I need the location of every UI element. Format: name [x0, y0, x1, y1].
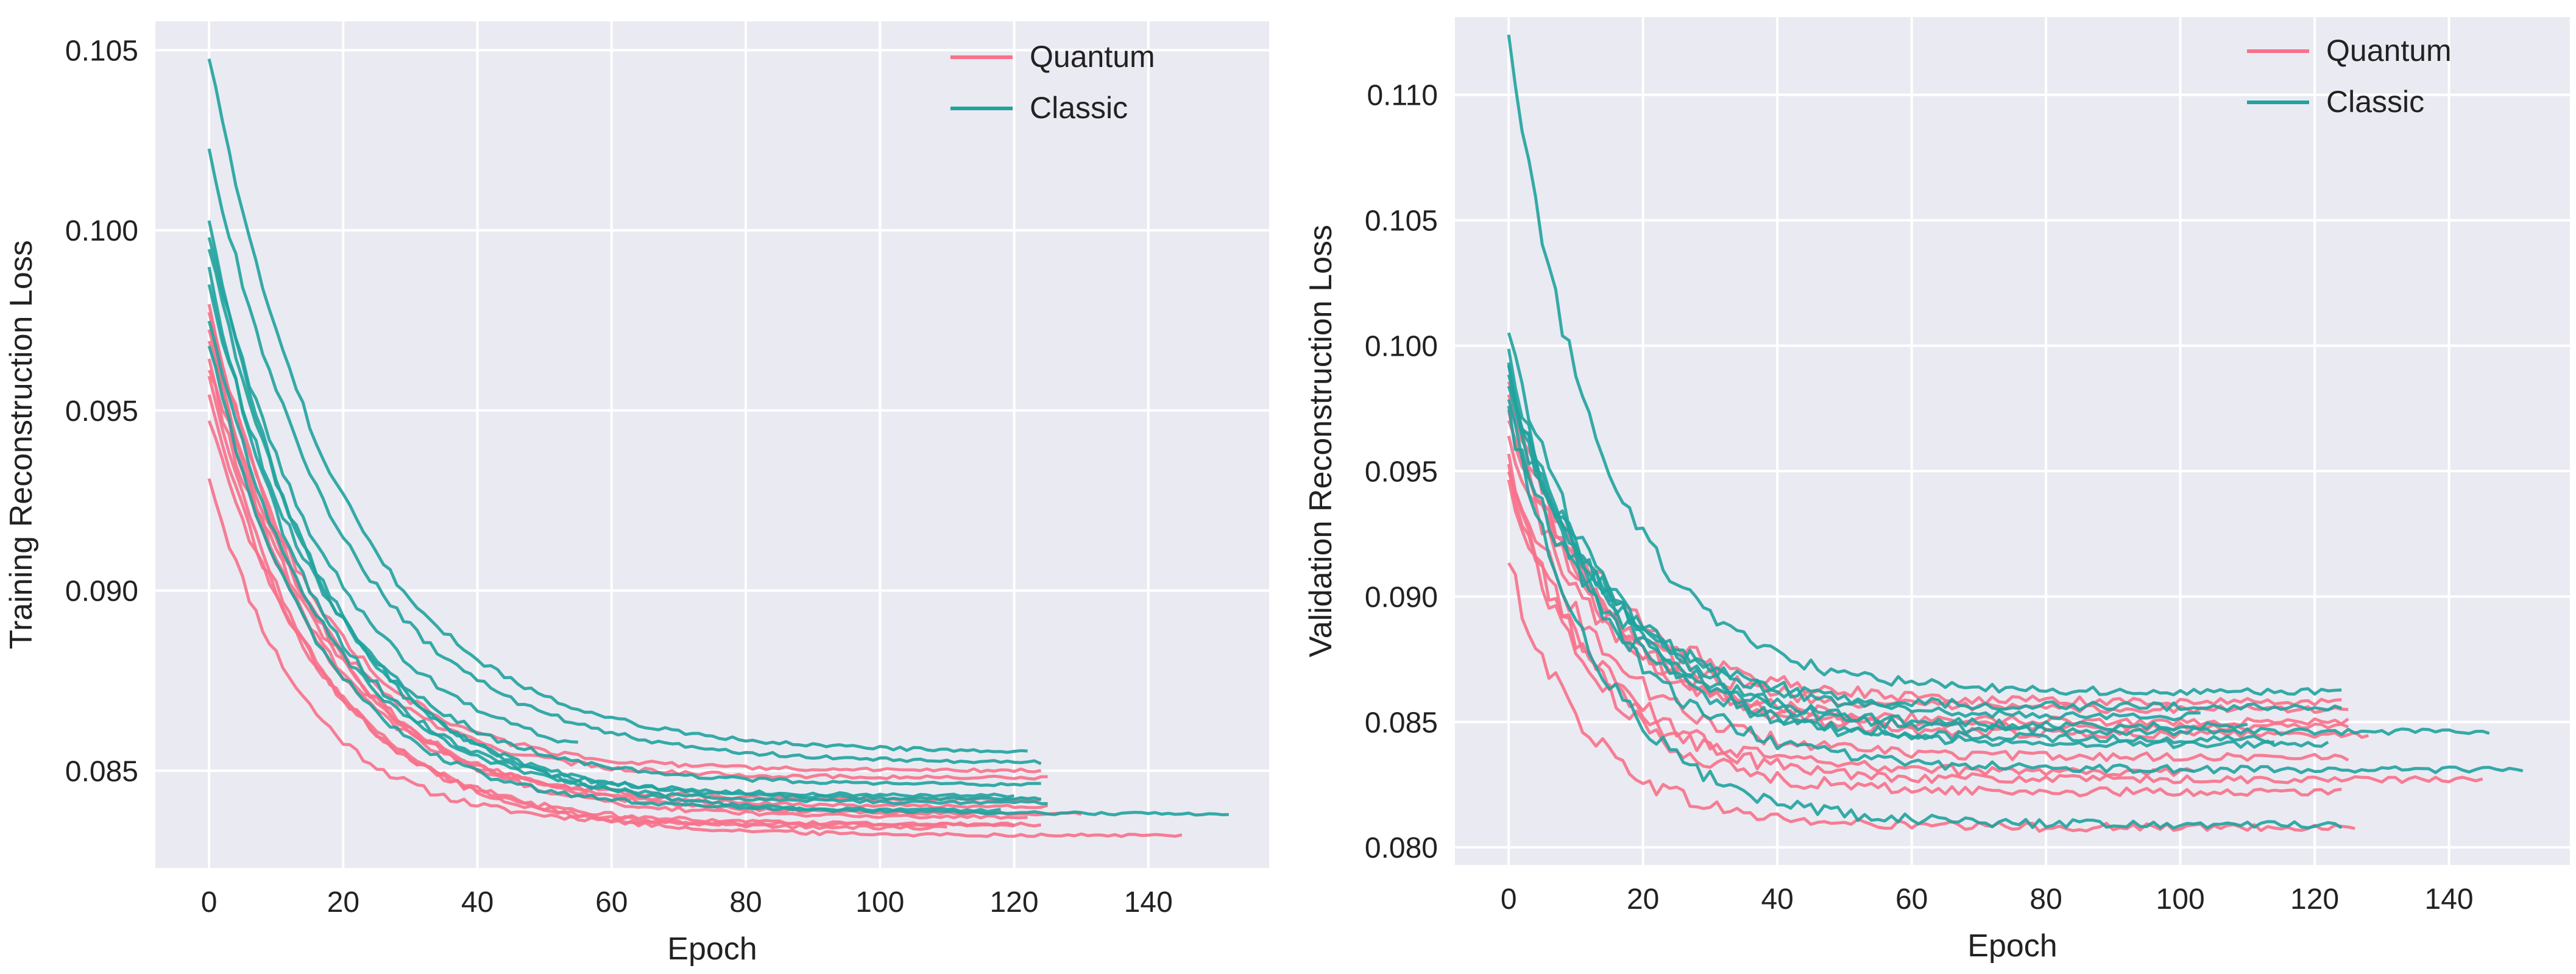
training-loss-chart: 0 20 40 60 80 100 120 1400.0850.0900.0950.1000.… [4, 21, 1269, 967]
y-axis-label: Training Reconstruction Loss [4, 240, 39, 649]
series-line-classic [207, 284, 1041, 788]
x-axis-ticks: 0 20 40 60 80 100 120 140 [1501, 883, 2474, 916]
legend: Quantum Classic [2247, 34, 2452, 119]
series-line-classic [207, 58, 1028, 754]
series-line-quantum [1507, 453, 2349, 763]
x-tick-label: 0 [1501, 883, 1517, 916]
series-line-classic [207, 237, 578, 744]
y-tick-label: 0.080 [1365, 832, 1438, 864]
y-tick-label: 0.105 [65, 35, 138, 67]
series-line-classic [1507, 399, 2343, 830]
series-line-classic [207, 345, 1001, 813]
y-axis-ticks: 0.080 0.085 0.090 0.095 0.100 0.105 0.110 [1365, 80, 1438, 865]
series-line-quantum [207, 375, 947, 831]
x-tick-label: 140 [1124, 886, 1173, 919]
legend: Quantum Classic [950, 40, 1155, 125]
grid [155, 21, 1269, 868]
series-line-classic [1507, 34, 2342, 697]
series-line-quantum [207, 420, 1183, 838]
legend-label-quantum: Quantum [2326, 34, 2452, 68]
series-line-quantum [207, 312, 1042, 774]
series-line-quantum [207, 303, 1028, 820]
series-lines [1507, 34, 2524, 833]
series-line-quantum [1507, 471, 2483, 785]
x-axis-label: Epoch [667, 931, 757, 967]
x-tick-label: 140 [2425, 883, 2474, 916]
y-tick-label: 0.085 [65, 755, 138, 788]
series-line-quantum [1507, 381, 2369, 739]
y-tick-label: 0.095 [1365, 456, 1438, 488]
y-axis-label: Validation Reconstruction Loss [1303, 225, 1339, 657]
x-tick-label: 80 [2029, 883, 2062, 916]
series-line-quantum [207, 369, 1049, 810]
y-tick-label: 0.090 [65, 576, 138, 608]
x-tick-label: 20 [327, 886, 359, 919]
x-tick-label: 20 [1627, 883, 1659, 916]
x-tick-label: 40 [461, 886, 494, 919]
series-line-classic [207, 320, 1048, 805]
series-lines [207, 58, 1229, 838]
series-line-classic [207, 249, 1229, 817]
x-axis-ticks: 0 20 40 60 80 100 120 140 [201, 886, 1173, 919]
y-tick-label: 0.110 [1367, 80, 1438, 112]
series-line-classic [1507, 362, 2524, 775]
series-line-classic [1507, 332, 2490, 737]
x-tick-label: 80 [729, 886, 762, 919]
y-tick-label: 0.100 [1365, 331, 1438, 363]
x-tick-label: 60 [1895, 883, 1928, 916]
y-tick-label: 0.090 [1365, 581, 1438, 613]
y-tick-label: 0.095 [65, 395, 138, 428]
series-line-classic [207, 266, 1014, 799]
y-tick-label: 0.105 [1365, 205, 1438, 238]
x-tick-label: 0 [201, 886, 218, 919]
x-tick-label: 40 [1761, 883, 1793, 916]
plot-area [155, 21, 1269, 868]
x-axis-label: Epoch [1967, 928, 2057, 964]
x-tick-label: 120 [2290, 883, 2339, 916]
x-tick-label: 120 [989, 886, 1038, 919]
y-axis-ticks: 0.085 0.090 0.095 0.100 0.105 [65, 35, 138, 788]
legend-label-quantum: Quantum [1030, 40, 1155, 74]
x-tick-label: 100 [2156, 883, 2205, 916]
x-tick-label: 100 [855, 886, 904, 919]
y-tick-label: 0.085 [1365, 707, 1438, 739]
series-line-classic [1507, 405, 2275, 744]
y-tick-label: 0.100 [65, 215, 138, 247]
series-line-classic [1507, 365, 2343, 712]
series-line-classic [207, 148, 1042, 766]
x-tick-label: 60 [595, 886, 628, 919]
validation-loss-chart: 0 20 40 60 80 100 120 1400.0800.0850.0900.0950.… [1303, 17, 2570, 964]
legend-label-classic: Classic [2326, 85, 2424, 119]
legend-label-classic: Classic [1030, 91, 1128, 125]
series-line-quantum [1507, 479, 2342, 797]
